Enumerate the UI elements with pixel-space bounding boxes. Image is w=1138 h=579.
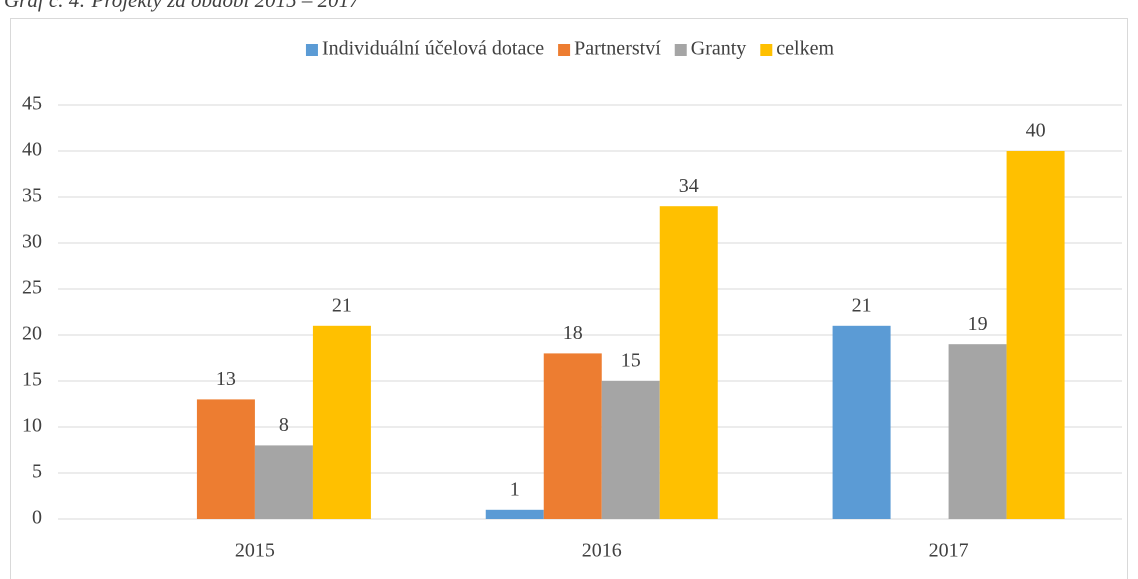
legend-swatch bbox=[558, 44, 571, 56]
bar bbox=[659, 206, 718, 519]
data-label: 13 bbox=[216, 368, 236, 390]
legend-label: Individuální účelová dotace bbox=[322, 38, 544, 60]
legend-label: celkem bbox=[776, 38, 834, 60]
legend-swatch bbox=[760, 44, 773, 56]
y-tick-label: 45 bbox=[22, 93, 42, 115]
bar bbox=[543, 353, 602, 519]
chart-title: Graf č. 4: Projekty za období 2015 – 201… bbox=[4, 0, 361, 12]
y-tick-label: 25 bbox=[22, 277, 42, 299]
data-label: 18 bbox=[563, 322, 583, 344]
y-tick-label: 0 bbox=[32, 507, 42, 529]
data-label: 15 bbox=[621, 350, 641, 372]
legend-label: Partnerství bbox=[574, 38, 661, 60]
x-tick-label: 2015 bbox=[235, 540, 275, 562]
bar bbox=[254, 445, 313, 519]
legend-swatch bbox=[674, 44, 687, 56]
legend-label: Granty bbox=[691, 38, 747, 60]
x-tick-label: 2016 bbox=[582, 540, 622, 562]
data-label: 21 bbox=[332, 294, 352, 316]
y-tick-label: 15 bbox=[22, 369, 42, 391]
x-tick-label: 2017 bbox=[929, 540, 969, 562]
y-tick-label: 35 bbox=[22, 185, 42, 207]
legend-swatch bbox=[305, 44, 318, 56]
data-label: 40 bbox=[1026, 120, 1046, 142]
bar bbox=[832, 325, 891, 519]
y-tick-label: 10 bbox=[22, 415, 42, 437]
data-label: 19 bbox=[968, 313, 988, 335]
data-label: 8 bbox=[279, 414, 289, 436]
bar bbox=[312, 325, 371, 519]
data-label: 21 bbox=[852, 294, 872, 316]
bar bbox=[1006, 151, 1065, 519]
y-tick-label: 5 bbox=[32, 461, 42, 483]
y-tick-label: 30 bbox=[22, 231, 42, 253]
bar bbox=[485, 509, 544, 519]
bar bbox=[196, 399, 255, 519]
y-tick-label: 40 bbox=[22, 139, 42, 161]
data-label: 34 bbox=[679, 175, 699, 197]
y-tick-label: 20 bbox=[22, 323, 42, 345]
data-label: 1 bbox=[510, 478, 520, 500]
bar bbox=[601, 381, 660, 519]
bar bbox=[948, 344, 1007, 519]
